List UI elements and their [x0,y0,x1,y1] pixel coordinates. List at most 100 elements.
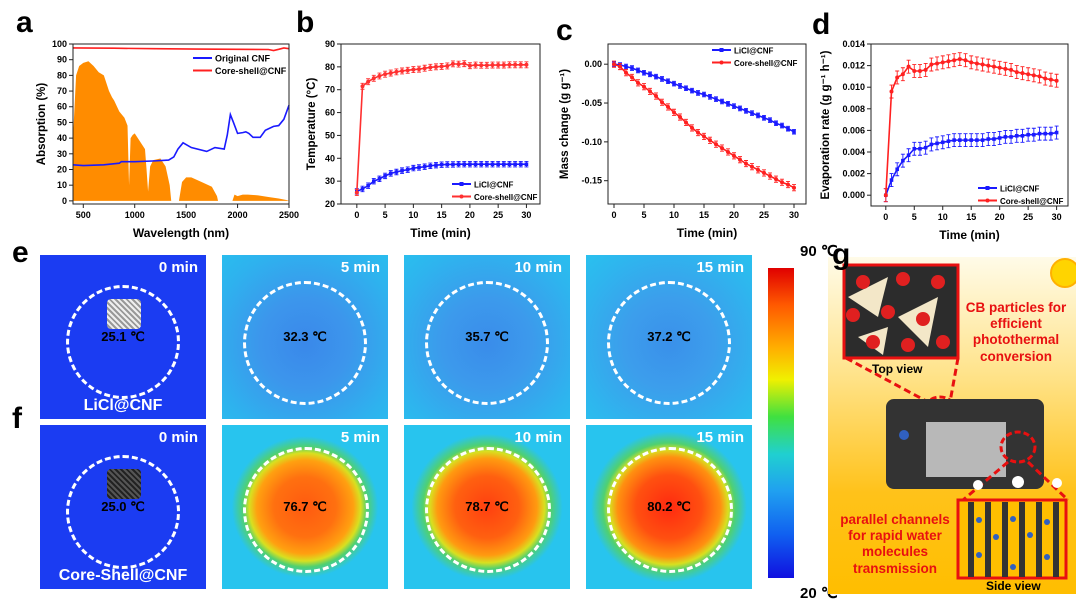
time-label: 10 min [514,429,562,446]
legend-label: Core-shell@CNF [1000,197,1063,206]
data-point [507,162,512,167]
data-point [377,74,382,78]
data-point [883,193,888,198]
data-point [732,104,736,108]
zoom-circle-side [999,430,1037,464]
x-tick-label: 2500 [279,210,299,220]
data-point [417,165,421,170]
x-axis-label: Wavelength (nm) [133,226,229,240]
data-point [997,65,1002,70]
y-tick-label: 30 [57,149,67,159]
data-point [433,64,438,69]
data-point [502,162,506,167]
data-point [394,69,399,74]
data-point [360,187,365,191]
data-point [484,63,489,68]
series-line-1 [356,62,527,193]
data-point [456,162,461,167]
data-point [940,140,945,145]
sample-image-black [107,469,141,499]
data-point [963,138,968,142]
data-point [991,64,996,69]
data-point [702,92,706,97]
data-point [1014,134,1019,138]
x-tick-label: 25 [1023,212,1033,222]
temperature-label: 25.0 ℃ [101,499,145,514]
solar-spectrum-area [73,61,289,201]
data-point [708,95,712,99]
data-point [496,63,501,68]
data-point [750,164,754,169]
data-point [738,106,742,111]
data-point [518,162,523,167]
x-axis-label: Time (min) [410,226,470,240]
data-point [980,138,985,142]
chart-c: LiCl@CNF Core-shell@CNF 0 5 10 15 20 25 30 0.00 -0… [559,43,807,240]
data-point [958,138,962,142]
data-point [485,162,489,167]
data-point [513,62,518,67]
y-tick-label: 90 [57,55,67,65]
data-point [501,63,506,68]
x-tick-label: 2000 [228,210,248,220]
data-point [377,177,382,181]
roi-circle [607,281,731,405]
roi-circle [425,281,549,405]
series-line-1 [72,47,290,52]
data-point [411,67,416,72]
temperature-label: 80.2 ℃ [647,499,691,514]
data-point [744,161,748,166]
data-point [756,167,760,172]
data-point [479,63,484,68]
data-point [439,162,444,167]
data-point [935,141,939,146]
data-point [451,162,455,167]
data-point [1009,67,1014,72]
legend-label: Core-shell@CNF [734,59,797,68]
data-point [714,97,718,101]
cb-particles [846,272,950,355]
roi-circle [607,447,733,573]
x-tick-label: 20 [729,210,739,220]
data-point [456,62,461,67]
data-point [1049,131,1053,136]
data-point [467,63,472,68]
data-point [660,77,664,81]
data-point [1037,131,1042,136]
x-tick-label: 20 [465,210,475,220]
side-view-label: Side view [986,579,1041,593]
data-point [513,162,517,167]
data-point [524,62,529,67]
data-point [1048,77,1053,82]
data-point [1026,72,1031,77]
data-point [445,63,450,68]
legend-label: Core-shell@CNF [474,193,537,202]
x-tick-label: 10 [669,210,679,220]
sample-name: Core-Shell@CNF [58,567,188,584]
data-point [422,66,427,71]
data-point [774,121,778,126]
roi-circle [425,447,551,573]
y-tick-label: 30 [325,176,335,186]
thermal-licl-15min: 15 min 37.2 ℃ [586,255,752,419]
data-point [371,179,376,183]
data-point [388,171,393,176]
data-point [940,60,945,65]
data-point [624,70,628,75]
series-line-0 [72,104,290,167]
data-point [445,162,450,167]
data-point [906,64,911,69]
data-point [518,62,523,67]
data-point [1020,134,1025,138]
data-point [405,167,410,172]
y-tick-label: 0.004 [842,147,865,157]
time-label: 10 min [514,259,562,276]
data-point [473,63,478,68]
zoom-callout-lines-side [962,460,1070,502]
data-point [690,88,694,93]
data-point [912,146,917,151]
data-point [473,162,478,167]
plot-frame [72,43,290,205]
data-point [786,126,790,131]
